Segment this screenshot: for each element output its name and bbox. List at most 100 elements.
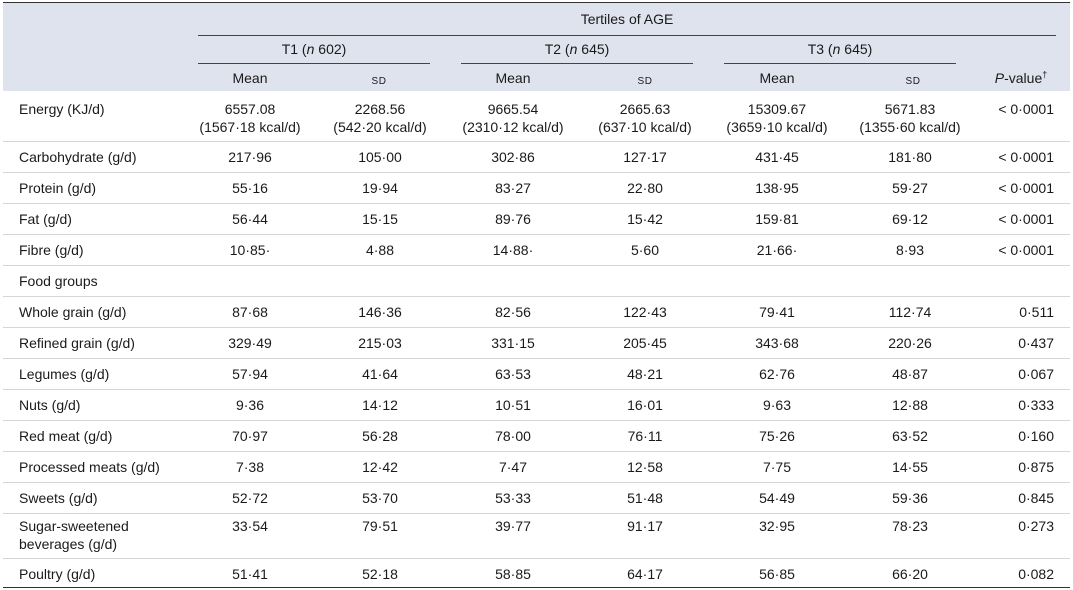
cell-t3-mean: 138·95 [755,180,799,196]
t2-sd-header: SD [637,76,653,87]
row-label: Red meat (g/d) [19,428,113,444]
cell-t2-sd: 51·48 [627,490,663,506]
group-t2-rule [461,63,693,64]
cell-p-value: < 0·0001 [998,211,1054,227]
cell-p-value: 0·845 [1018,490,1054,506]
cell-t3-mean: 9·63 [762,397,792,413]
cell-t1-sd: 53·70 [362,490,398,506]
row-label: Nuts (g/d) [19,397,81,413]
ssb-t2-sd: 91·17 [627,518,663,534]
energy-t1-sd-kcal: (542·20 kcal/d) [333,119,427,135]
row-separator [3,296,1070,297]
poultry-p-value: 0·082 [1018,566,1054,582]
energy-t2-sd: 2665.63 [619,101,671,117]
cell-t1-sd: 4·88 [365,242,395,258]
cell-t2-sd: 16·01 [627,397,663,413]
group-t3-rule [724,63,956,64]
cell-t3-mean: 431·45 [755,149,799,165]
t1-mean-header: Mean [232,70,268,86]
p-value-header: P-value† [994,69,1048,86]
cell-t2-sd: 127·17 [623,149,667,165]
cell-t2-sd: 22·80 [627,180,663,196]
cell-p-value: 0·511 [1019,304,1054,320]
ssb-t3-sd: 78·23 [892,518,928,534]
cell-t1-mean: 55·16 [232,180,268,196]
cell-t3-mean: 21·66· [756,242,798,258]
ssb-t1-sd: 79·51 [362,518,398,534]
cell-t2-sd: 76·11 [627,428,663,444]
row-label: Whole grain (g/d) [19,304,127,320]
t3-sd-header: SD [905,76,921,87]
tertiles-title: Tertiles of AGE [580,11,674,27]
cell-t1-mean: 57·94 [232,366,268,382]
cell-t3-sd: 69·12 [892,211,928,227]
cell-t3-mean: 7·75 [762,459,792,475]
cell-t2-sd: 122·43 [623,304,667,320]
row-separator [3,141,1070,142]
row-separator [3,358,1070,359]
cell-t2-mean: 7·47 [498,459,528,475]
row-label: Fat (g/d) [19,211,72,227]
row-label: Legumes (g/d) [19,366,110,382]
cell-t2-sd: 5·60 [630,242,660,258]
cell-t1-mean: 56·44 [232,211,268,227]
t3-mean-header: Mean [759,70,795,86]
cell-t1-sd: 14·12 [362,397,398,413]
energy-t1-mean-kcal: (1567·18 kcal/d) [199,119,301,135]
group-t2-label: T2 (n 645) [544,41,610,57]
cell-t2-sd: 12·58 [627,459,663,475]
t1-sd-header: SD [371,76,387,87]
cell-p-value: 0·437 [1018,335,1054,351]
row-separator [3,482,1070,483]
energy-t1-sd: 2268.56 [354,101,406,117]
cell-t1-mean: 9·36 [235,397,265,413]
ssb-label-line2: beverages (g/d) [19,536,118,552]
poultry-t1-sd: 52·18 [362,566,398,582]
cell-t3-mean: 343·68 [755,335,799,351]
ssb-t1-mean: 33·54 [232,518,268,534]
poultry-t3-mean: 56·85 [759,566,795,582]
cell-t2-sd: 205·45 [623,335,667,351]
row-label: Carbohydrate (g/d) [19,149,137,165]
cell-t2-mean: 14·88· [492,242,534,258]
energy-t3-sd: 5671.83 [884,101,936,117]
cell-t1-sd: 146·36 [358,304,402,320]
cell-p-value: < 0·0001 [998,242,1054,258]
cell-t2-sd: 48·21 [627,366,663,382]
poultry-t2-mean: 58·85 [495,566,531,582]
cell-t3-mean: 75·26 [759,428,795,444]
cell-t1-sd: 12·42 [362,459,398,475]
cell-t2-mean: 89·76 [495,211,531,227]
row-separator [3,234,1070,235]
cell-t1-sd: 105·00 [358,149,402,165]
cell-t1-mean: 87·68 [232,304,268,320]
poultry-t1-mean: 51·41 [232,566,268,582]
cell-t1-mean: 52·72 [232,490,268,506]
cell-t3-sd: 59·36 [892,490,928,506]
cell-t1-mean: 10·85· [229,242,271,258]
group-t1-rule [198,63,430,64]
ssb-label-line1: Sugar-sweetened [19,518,129,534]
cell-t1-sd: 215·03 [358,335,402,351]
cell-p-value: < 0·0001 [998,149,1054,165]
ssb-p-value: 0·273 [1018,518,1054,534]
table-top-rule [3,2,1070,3]
cell-t2-mean: 331·15 [491,335,535,351]
cell-t3-sd: 14·55 [892,459,928,475]
cell-p-value: 0·067 [1018,366,1054,382]
cell-t1-mean: 217·96 [228,149,272,165]
cell-t2-mean: 78·00 [495,428,531,444]
row-separator [3,558,1070,559]
cell-t3-sd: 8·93 [895,242,925,258]
cell-t3-mean: 79·41 [759,304,795,320]
cell-t3-mean: 62·76 [759,366,795,382]
cell-t3-sd: 63·52 [892,428,928,444]
energy-t3-mean: 15309.67 [747,101,807,117]
cell-t2-mean: 63·53 [495,366,531,382]
cell-t2-mean: 53·33 [495,490,531,506]
cell-t3-sd: 12·88 [892,397,928,413]
cell-t1-mean: 329·49 [228,335,272,351]
table-header [3,3,1070,91]
table-bottom-rule [3,587,1070,588]
